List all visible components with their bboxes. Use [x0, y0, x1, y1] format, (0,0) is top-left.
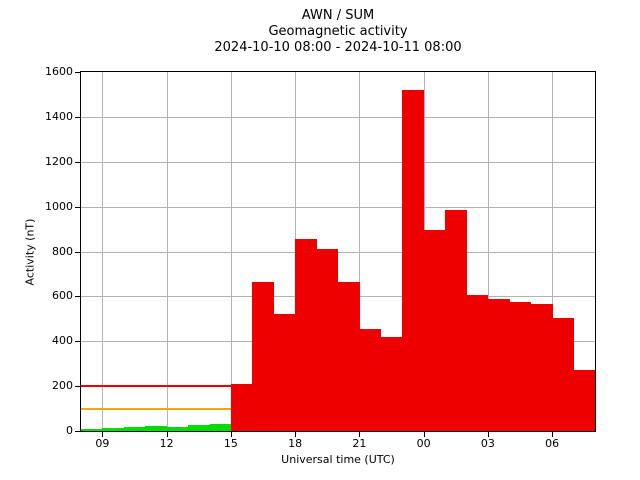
- bar-hour-18: [295, 239, 318, 431]
- gridline-horizontal: [81, 206, 595, 208]
- y-tick-label: 400: [52, 334, 73, 348]
- bar-hour-11: [145, 426, 168, 431]
- bar-hour-03: [487, 298, 510, 431]
- x-tick-label: 00: [416, 437, 431, 450]
- x-tick-label: 06: [545, 437, 560, 450]
- gridline-vertical: [552, 72, 554, 431]
- chart-title: AWN / SUM: [301, 8, 375, 23]
- bar-hour-17: [273, 314, 296, 431]
- y-tick-mark: [75, 341, 80, 343]
- bar-hour-07: [573, 370, 596, 431]
- bar-hour-05: [530, 304, 553, 431]
- gridline-vertical: [359, 72, 361, 431]
- y-tick-mark: [75, 251, 80, 253]
- x-tick-label: 03: [480, 437, 495, 450]
- x-tick-label: 21: [352, 437, 367, 450]
- gridline-vertical: [230, 72, 232, 431]
- bar-hour-23: [402, 89, 425, 431]
- bar-hour-16: [252, 281, 275, 431]
- bar-hour-06: [552, 317, 575, 431]
- y-tick-label: 1000: [45, 199, 73, 213]
- x-tick-label: 15: [223, 437, 238, 450]
- x-tick-mark: [102, 432, 104, 437]
- x-tick-mark: [423, 432, 425, 437]
- bar-hour-00: [423, 230, 446, 431]
- y-tick-label: 800: [52, 244, 73, 258]
- bar-hour-10: [123, 426, 146, 431]
- x-tick-mark: [230, 432, 232, 437]
- bar-hour-08: [81, 428, 103, 431]
- bar-hour-02: [466, 295, 489, 431]
- x-axis-label: Universal time (UTC): [281, 453, 395, 466]
- gridline-vertical: [487, 72, 489, 431]
- x-tick-mark: [166, 432, 168, 437]
- y-tick-label: 0: [66, 424, 73, 437]
- y-tick-mark: [75, 72, 80, 73]
- bar-hour-13: [188, 424, 210, 431]
- gridline-vertical: [166, 72, 168, 431]
- y-tick-label: 200: [52, 379, 73, 393]
- y-tick-label: 1400: [45, 109, 73, 123]
- x-tick-mark: [359, 432, 361, 437]
- y-tick-label: 600: [52, 289, 73, 303]
- bar-hour-20: [338, 281, 360, 431]
- x-tick-label: 18: [288, 437, 303, 450]
- bar-hour-19: [316, 249, 339, 431]
- y-tick-mark: [75, 296, 80, 298]
- gridline-vertical: [102, 72, 104, 431]
- gridline-horizontal: [81, 116, 595, 118]
- bar-hour-21: [359, 328, 382, 431]
- bar-hour-09: [102, 427, 125, 431]
- y-tick-mark: [75, 116, 80, 118]
- y-tick-mark: [75, 206, 80, 208]
- plot-area: [80, 71, 596, 432]
- x-tick-mark: [487, 432, 489, 437]
- x-tick-label: 12: [159, 437, 174, 450]
- chart-subtitle: Geomagnetic activity: [268, 24, 408, 39]
- x-tick-mark: [295, 432, 297, 437]
- x-tick-label: 09: [95, 437, 110, 450]
- bar-hour-01: [445, 210, 467, 431]
- x-tick-mark: [552, 432, 554, 437]
- chart-date-range: 2024-10-10 08:00 - 2024-10-11 08:00: [214, 40, 462, 55]
- y-tick-mark: [75, 161, 80, 163]
- y-tick-label: 1200: [45, 154, 73, 168]
- y-tick-mark: [75, 431, 80, 432]
- bar-hour-22: [380, 336, 403, 431]
- gridline-horizontal: [81, 161, 595, 163]
- y-tick-label: 1600: [45, 65, 73, 78]
- chart-title-block: AWN / SUM Geomagnetic activity 2024-10-1…: [80, 8, 596, 56]
- bar-hour-15: [230, 383, 253, 431]
- y-tick-mark: [75, 386, 80, 388]
- bar-hour-04: [509, 301, 532, 431]
- bar-hour-12: [166, 426, 189, 431]
- bar-hour-14: [209, 424, 232, 431]
